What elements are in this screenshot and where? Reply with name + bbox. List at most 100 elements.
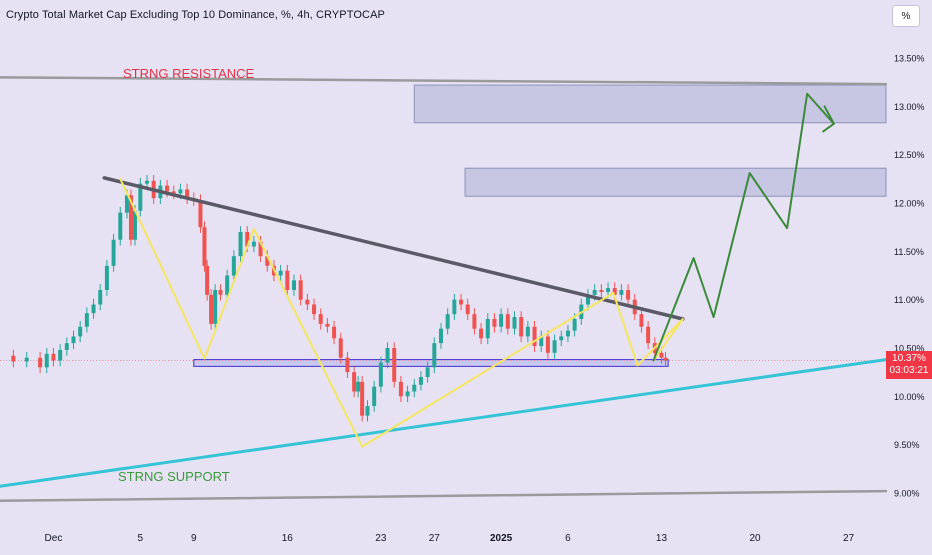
candle-body: [639, 314, 644, 327]
candle-body: [111, 239, 116, 266]
y-tick-label: 12.50%: [894, 150, 925, 160]
x-tick-label: 13: [656, 533, 668, 544]
candle-body: [138, 183, 143, 211]
candle-body: [365, 406, 370, 416]
x-tick-label: Dec: [45, 533, 63, 544]
percent-scale-button[interactable]: %: [892, 5, 920, 27]
candle-body: [51, 353, 56, 361]
candle-body: [412, 384, 417, 392]
support-zone: [193, 359, 669, 367]
candle-body: [132, 210, 137, 240]
candle-body: [452, 299, 457, 315]
candle-body: [98, 290, 103, 305]
candle-body: [171, 191, 176, 194]
x-tick-label: 2025: [490, 533, 513, 544]
candle-body: [91, 304, 96, 314]
candle-body: [24, 357, 29, 362]
resistance-line: [0, 76, 888, 86]
x-tick-label: 9: [191, 533, 197, 544]
candle-body: [185, 189, 190, 199]
candle-body: [84, 313, 89, 327]
y-tick-label: 10.00%: [894, 392, 925, 402]
candle-body: [572, 319, 577, 331]
candle-body: [202, 227, 207, 266]
candle-body: [392, 348, 397, 382]
candle-body: [525, 326, 530, 337]
candle-body: [251, 241, 256, 247]
candle-body: [519, 317, 524, 337]
candle-body: [124, 195, 129, 213]
candle-body: [356, 381, 361, 392]
candle-body: [405, 391, 410, 397]
candle-body: [459, 299, 464, 305]
candle-body: [499, 314, 504, 327]
x-tick-label: 27: [429, 533, 441, 544]
candle-body: [285, 270, 290, 290]
x-tick-label: 27: [843, 533, 855, 544]
candle-body: [612, 288, 617, 295]
candle-body: [291, 280, 296, 290]
candle-body: [512, 317, 517, 329]
candle-body: [144, 180, 149, 184]
candle-body: [165, 185, 170, 192]
wave-pattern: [119, 177, 684, 448]
candle-body: [418, 377, 423, 385]
candle-body: [332, 326, 337, 339]
candle-body: [325, 323, 330, 327]
bottom-line: [0, 489, 888, 502]
candle-body: [438, 328, 443, 344]
candle-body: [265, 256, 270, 266]
x-tick-label: 23: [375, 533, 387, 544]
candle-body: [345, 357, 350, 373]
candle-body: [505, 314, 510, 329]
x-tick-label: 20: [749, 533, 761, 544]
x-tick-label: 16: [282, 533, 294, 544]
resistance-label: STRNG RESISTANCE: [123, 66, 255, 81]
candle-body: [479, 328, 484, 339]
chart-title: Crypto Total Market Cap Excluding Top 10…: [6, 9, 385, 21]
candle-body: [552, 340, 557, 353]
candle-body: [78, 326, 83, 337]
y-tick-label: 13.00%: [894, 102, 925, 112]
y-tick-label: 9.50%: [894, 440, 920, 450]
candle-body: [64, 343, 69, 350]
support-label: STRNG SUPPORT: [118, 469, 230, 484]
candle-body: [44, 353, 49, 368]
candle-body: [485, 319, 490, 339]
candle-body: [305, 299, 310, 305]
candle-body: [659, 352, 664, 358]
projection-path: [652, 92, 835, 362]
candle-body: [209, 294, 214, 324]
candle-body: [545, 336, 550, 353]
candle-body: [398, 381, 403, 397]
candle-body: [104, 265, 109, 290]
candle-body: [58, 349, 63, 361]
projection-arrowhead: [822, 105, 835, 133]
candle-body: [11, 355, 16, 362]
candle-body: [128, 195, 133, 240]
candle-body: [352, 372, 357, 392]
candle-body: [585, 294, 590, 305]
y-tick-label: 11.50%: [894, 247, 924, 257]
descending-trendline: [102, 176, 685, 321]
candle-body: [626, 290, 631, 300]
candle-body: [492, 319, 497, 327]
candle-body: [539, 336, 544, 347]
candle-body: [231, 256, 236, 276]
candle-body: [385, 348, 390, 363]
y-tick-label: 13.50%: [894, 54, 925, 64]
candle-body: [198, 200, 203, 228]
current-price-value: 10.37%: [892, 353, 926, 364]
candle-body: [71, 336, 76, 344]
candle-body: [213, 290, 218, 324]
candle-body: [619, 290, 624, 295]
candle-body: [205, 265, 210, 295]
candle-body: [559, 336, 564, 341]
y-tick-label: 10.50%: [894, 344, 925, 354]
y-tick-label: 12.00%: [894, 199, 925, 209]
candle-body: [318, 314, 323, 324]
candle-body: [472, 314, 477, 329]
candle-body: [663, 357, 668, 361]
